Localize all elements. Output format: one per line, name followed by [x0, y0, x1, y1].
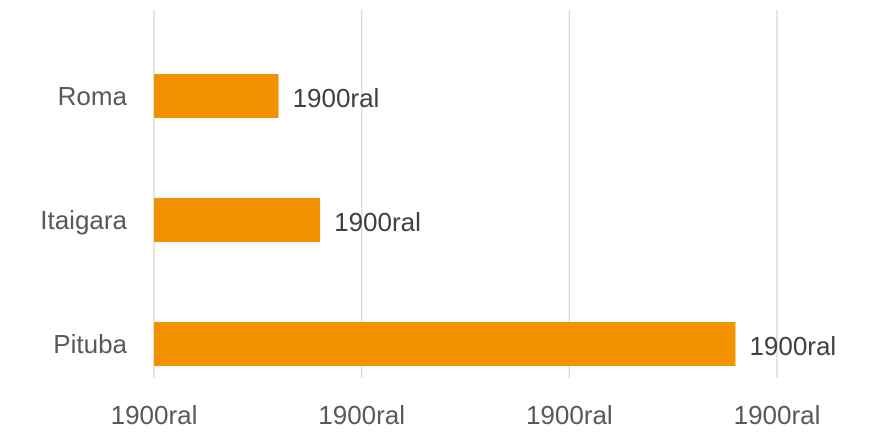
- bar-itaigara: [154, 198, 321, 242]
- x-tick-label: 1900ral: [734, 400, 821, 430]
- x-tick-label: 1900ral: [526, 400, 613, 430]
- x-tick-label: 1900ral: [111, 400, 198, 430]
- data-label: 1900ral: [334, 207, 421, 237]
- x-tick-label: 1900ral: [318, 400, 405, 430]
- bars: [154, 74, 736, 366]
- category-label: Itaigara: [40, 205, 127, 235]
- labels: 1900ral 1900ral 1900ral 1900ral Roma 1900ral I…: [40, 81, 836, 430]
- category-label: Pituba: [53, 329, 127, 359]
- gridlines: [153, 10, 778, 378]
- data-label: 1900ral: [749, 331, 836, 361]
- category-label: Roma: [58, 81, 128, 111]
- data-label: 1900ral: [293, 83, 380, 113]
- bar-pituba: [154, 322, 736, 366]
- bar-roma: [154, 74, 279, 118]
